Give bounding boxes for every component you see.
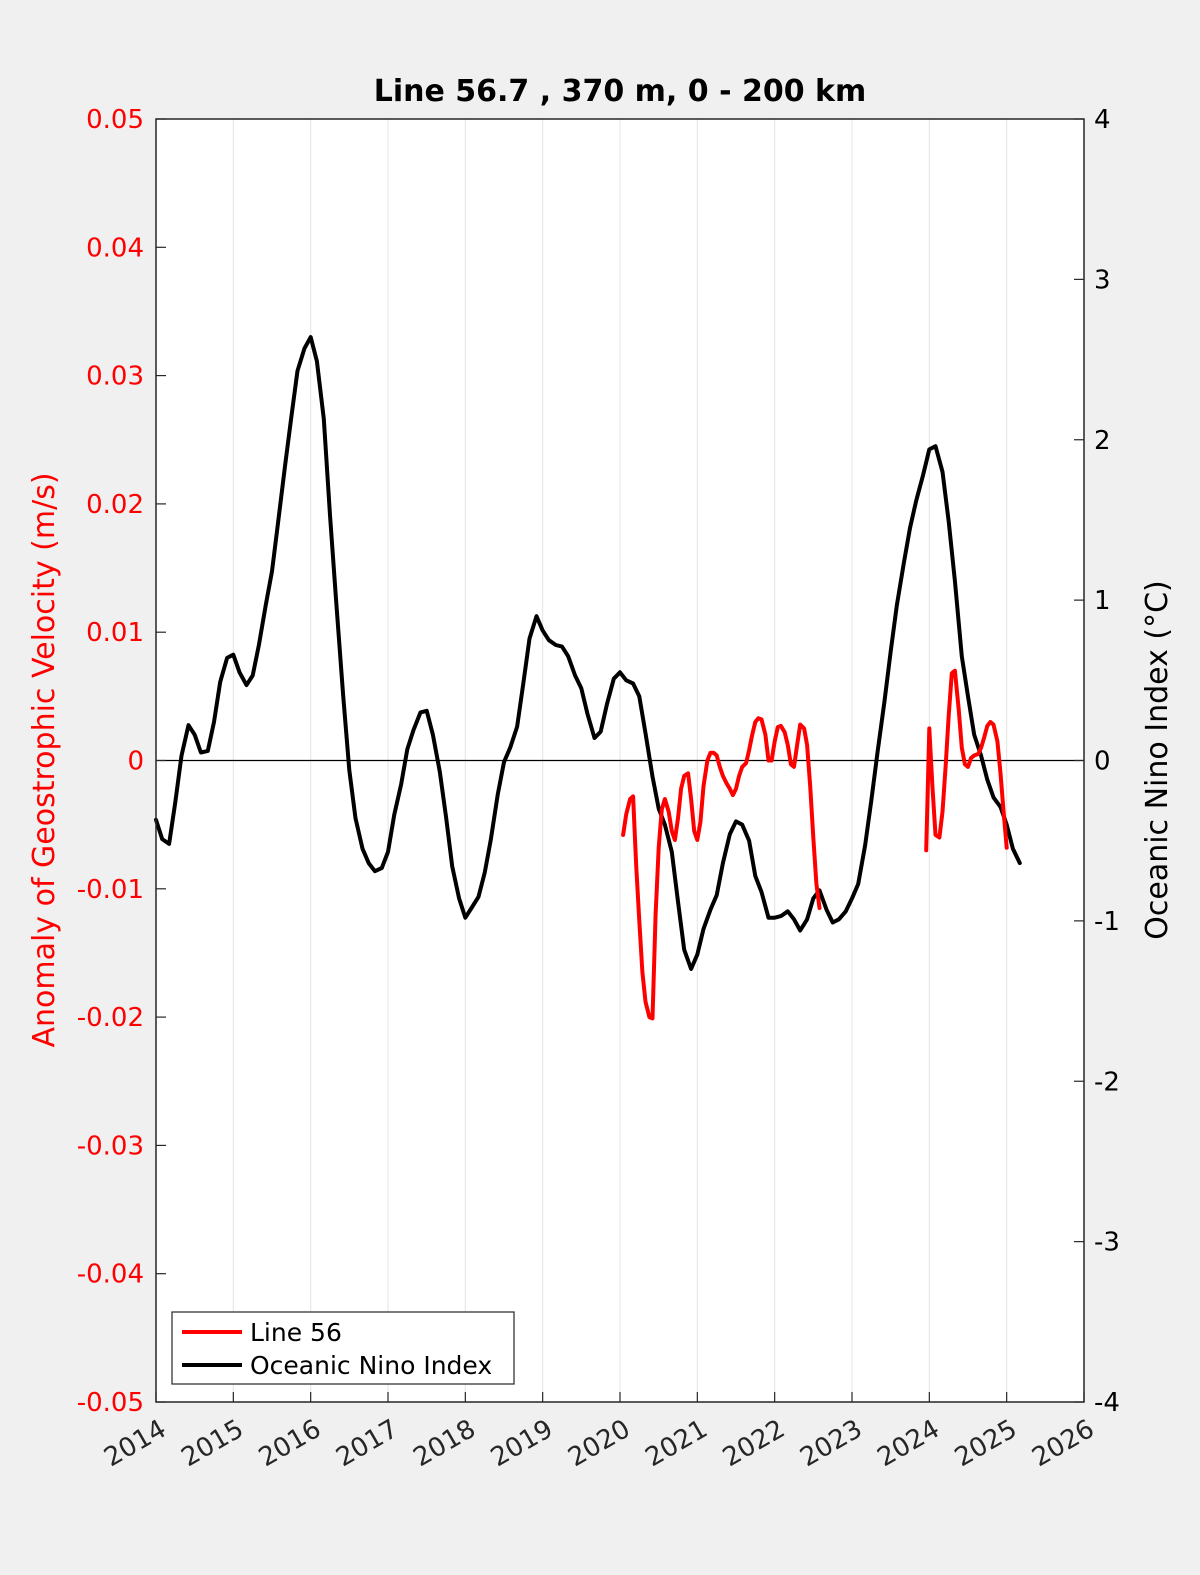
y-right-tick-label: -4	[1094, 1388, 1120, 1418]
y-right-tick-label: 0	[1094, 747, 1111, 777]
y-left-tick-label: 0.01	[86, 618, 144, 648]
y-left-tick-label: 0.02	[86, 490, 144, 520]
y-right-tick-label: -3	[1094, 1228, 1120, 1258]
y-left-tick-label: -0.03	[77, 1131, 144, 1161]
legend-label-oni: Oceanic Nino Index	[250, 1351, 492, 1380]
y-left-tick-label: 0.03	[86, 362, 144, 392]
y-left-tick-label: -0.01	[77, 875, 144, 905]
series-layer	[154, 335, 1022, 1021]
y-left-tick-label: 0.04	[86, 233, 144, 263]
y-right-tick-label: 2	[1094, 426, 1111, 456]
y-left-tick-label: -0.04	[77, 1260, 144, 1290]
chart-title: Line 56.7 , 370 m, 0 - 200 km	[374, 74, 867, 109]
left-axis: 0.05 0.04 0.03 0.02 0.01 0 -0.01 -0.02 -0.03 -0.0…	[77, 105, 166, 1418]
legend-label-line-56: Line 56	[250, 1318, 342, 1347]
y-right-tick-label: -2	[1094, 1067, 1120, 1097]
oni-series-line	[154, 335, 1022, 971]
y-left-tick-label: -0.05	[77, 1388, 144, 1418]
y-right-tick-label: 3	[1094, 265, 1111, 295]
y-left-tick-label: 0.05	[86, 105, 144, 135]
line-56-series-line	[924, 668, 1009, 853]
legend-box	[171, 1311, 515, 1385]
line-56-series-line	[621, 716, 822, 1021]
y-left-tick-label: 0	[127, 747, 144, 777]
right-axis: 4 3 2 1 0 -1 -2 -3 -4	[1074, 105, 1120, 1418]
y-right-tick-label: -1	[1094, 907, 1120, 937]
y-right-tick-label: 1	[1094, 586, 1111, 616]
left-axis-label: Anomaly of Geostrophic Velocity (m/s)	[27, 472, 62, 1047]
right-axis-label: Oceanic Nino Index (°C)	[1140, 580, 1175, 940]
legend: Line 56 Oceanic Nino Index	[171, 1311, 515, 1385]
y-left-tick-label: -0.02	[77, 1003, 144, 1033]
y-right-tick-label: 4	[1094, 105, 1111, 135]
